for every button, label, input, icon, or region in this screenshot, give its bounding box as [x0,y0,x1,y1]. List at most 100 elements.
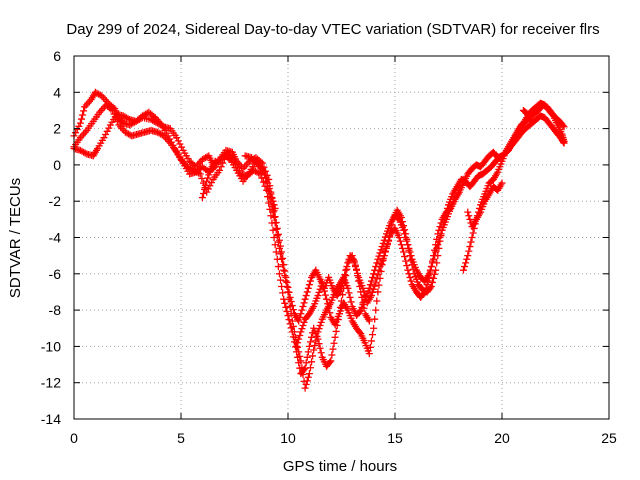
data-point [340,284,348,292]
data-point [378,261,386,269]
y-tick-label: 4 [53,84,61,100]
data-point [366,343,374,351]
data-point [301,384,309,392]
data-point [320,287,328,295]
data-point [326,309,334,317]
data-point [169,141,177,149]
data-point [352,266,360,274]
data-point [319,283,327,291]
data-point [354,272,362,280]
data-point [306,338,314,346]
data-point [396,237,404,245]
data-point [310,346,318,354]
data-point [332,327,340,335]
axis-ticks [73,55,610,420]
data-point [437,230,445,238]
data-point [298,306,306,314]
data-point [304,284,312,292]
data-point [367,277,375,285]
data-point [370,285,378,293]
data-point [73,126,81,134]
data-point [201,185,209,193]
data-point [164,132,172,140]
data-point [314,292,322,300]
data-point [379,239,387,247]
data-point [288,317,296,325]
data-point [356,328,364,336]
data-point [304,348,312,356]
data-point [303,353,311,361]
data-point [124,115,132,123]
y-tick-label: -10 [41,338,61,354]
data-point [80,107,88,115]
data-point [405,270,413,278]
data-point [420,289,428,297]
data-point [302,381,310,389]
data-point [375,252,383,260]
data-point [198,194,206,202]
data-point [357,288,365,296]
data-point [278,255,286,263]
data-point [199,189,207,197]
data-point [498,179,506,187]
data-point [371,266,379,274]
data-point [105,124,113,132]
data-point [406,273,414,281]
data-point [375,281,383,289]
data-point [271,219,279,227]
data-point [284,288,292,296]
data-point [406,248,414,256]
x-tick-label: 0 [70,430,78,446]
data-point [370,270,378,278]
data-point [349,255,357,263]
data-point [321,291,329,299]
data-point [311,341,319,349]
data-point [196,170,204,178]
data-point [327,357,335,365]
data-point [324,300,332,308]
y-axis-label: SDTVAR / TECUs [7,178,24,298]
data-point [299,371,307,379]
data-point [425,270,433,278]
data-point [398,244,406,252]
data-point [204,174,212,182]
data-point [283,283,291,291]
data-point [432,248,440,256]
data-point [360,304,368,312]
data-point [325,304,333,312]
data-point [331,333,339,341]
data-point [313,332,321,340]
data-point [264,179,272,187]
data-point [167,138,175,146]
data-point [528,117,536,125]
x-tick-label: 10 [280,430,296,446]
data-point [296,352,304,360]
data-point [366,281,374,289]
data-point [267,190,275,198]
x-tick-label: 25 [601,430,617,446]
data-point [380,236,388,244]
data-point [431,252,439,260]
data-point [374,271,382,279]
data-point [343,265,351,273]
data-point [395,234,403,241]
data-point [403,237,411,245]
y-tick-label: -2 [49,193,62,209]
data-point [295,348,303,356]
data-point [464,252,472,260]
y-tick-label: -6 [49,266,62,282]
data-point [381,233,389,241]
data-point [428,278,436,286]
data-point [312,337,320,345]
data-point [434,241,442,249]
data-point [265,184,273,192]
data-point [347,298,355,306]
data-point [421,288,429,296]
data-point [365,350,373,358]
data-point [469,229,477,237]
data-point [367,292,375,300]
y-tick-label: -14 [41,411,61,427]
data-point [262,174,270,182]
data-point [150,112,158,120]
data-point [423,281,431,289]
